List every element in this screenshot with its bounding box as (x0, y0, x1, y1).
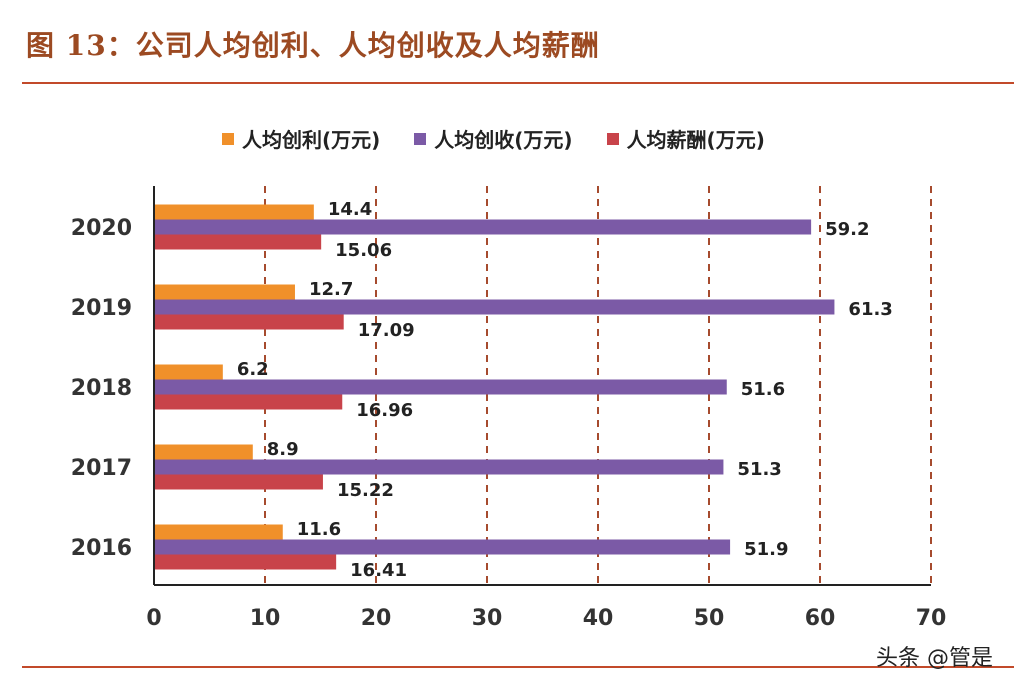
bar-2020-series-1 (154, 219, 812, 235)
bar-2019-series-2 (154, 314, 344, 330)
data-label-2020-series-0: 14.4 (328, 199, 372, 220)
data-label-2018-series-0: 6.2 (237, 359, 269, 380)
data-label-2017-series-2: 15.22 (337, 480, 394, 501)
x-tick-label-60: 60 (805, 606, 836, 631)
bar-2020-series-0 (154, 204, 314, 220)
legend-swatch-profit (222, 132, 234, 145)
x-tick-label-70: 70 (916, 606, 947, 631)
bar-2019-series-0 (154, 284, 295, 300)
data-label-2019-series-2: 17.09 (358, 320, 415, 341)
legend: 人均创利(万元) 人均创收(万元) 人均薪酬(万元) (222, 124, 765, 153)
legend-label-profit: 人均创利(万元) (242, 128, 381, 152)
bar-2017-series-1 (154, 459, 724, 475)
bar-2018-series-0 (154, 364, 223, 380)
data-label-2017-series-0: 8.9 (267, 439, 299, 460)
legend-item-profit: 人均创利(万元) (222, 124, 380, 153)
data-label-2016-series-2: 16.41 (350, 560, 407, 581)
data-label-2017-series-1: 51.3 (737, 459, 781, 480)
data-label-2020-series-1: 59.2 (825, 219, 869, 240)
data-label-2019-series-0: 12.7 (309, 279, 353, 300)
watermark: 头条 @管是 (876, 646, 993, 671)
data-label-2018-series-2: 16.96 (356, 400, 413, 421)
footer-rule (22, 666, 1014, 668)
legend-item-salary: 人均薪酬(万元) (606, 124, 765, 153)
data-label-2016-series-0: 11.6 (297, 519, 341, 540)
category-label-2016: 2016 (71, 536, 132, 561)
bar-2016-series-2 (154, 554, 337, 570)
category-label-2020: 2020 (71, 216, 132, 241)
data-label-2018-series-1: 51.6 (741, 379, 785, 400)
category-label-2018: 2018 (71, 376, 132, 401)
x-tick-label-20: 20 (361, 606, 392, 631)
category-label-2019: 2019 (71, 296, 132, 321)
legend-item-revenue: 人均创收(万元) (414, 124, 573, 153)
chart-title: 图 13：公司人均创利、人均创收及人均薪酬 (26, 29, 600, 62)
data-label-2019-series-1: 61.3 (848, 299, 892, 320)
x-tick-label-0: 0 (146, 606, 161, 631)
category-label-2017: 2017 (71, 456, 132, 481)
legend-swatch-revenue (414, 132, 427, 145)
bar-2017-series-2 (154, 474, 323, 490)
legend-label-revenue: 人均创收(万元) (434, 128, 573, 152)
bar-2020-series-2 (154, 234, 322, 250)
bar-2018-series-2 (154, 394, 343, 410)
x-tick-label-40: 40 (583, 606, 614, 631)
data-label-2020-series-2: 15.06 (335, 240, 392, 261)
x-tick-label-30: 30 (472, 606, 503, 631)
bar-2018-series-1 (154, 379, 727, 395)
bar-2017-series-0 (154, 444, 253, 460)
title-rule (22, 82, 1014, 84)
legend-swatch-salary (606, 132, 619, 145)
data-label-2016-series-1: 51.9 (744, 539, 788, 560)
bar-2016-series-1 (154, 539, 731, 555)
legend-label-salary: 人均薪酬(万元) (626, 128, 765, 152)
bar-2016-series-0 (154, 524, 283, 540)
x-tick-label-10: 10 (250, 606, 281, 631)
x-tick-label-50: 50 (694, 606, 725, 631)
bar-2019-series-1 (154, 299, 835, 315)
